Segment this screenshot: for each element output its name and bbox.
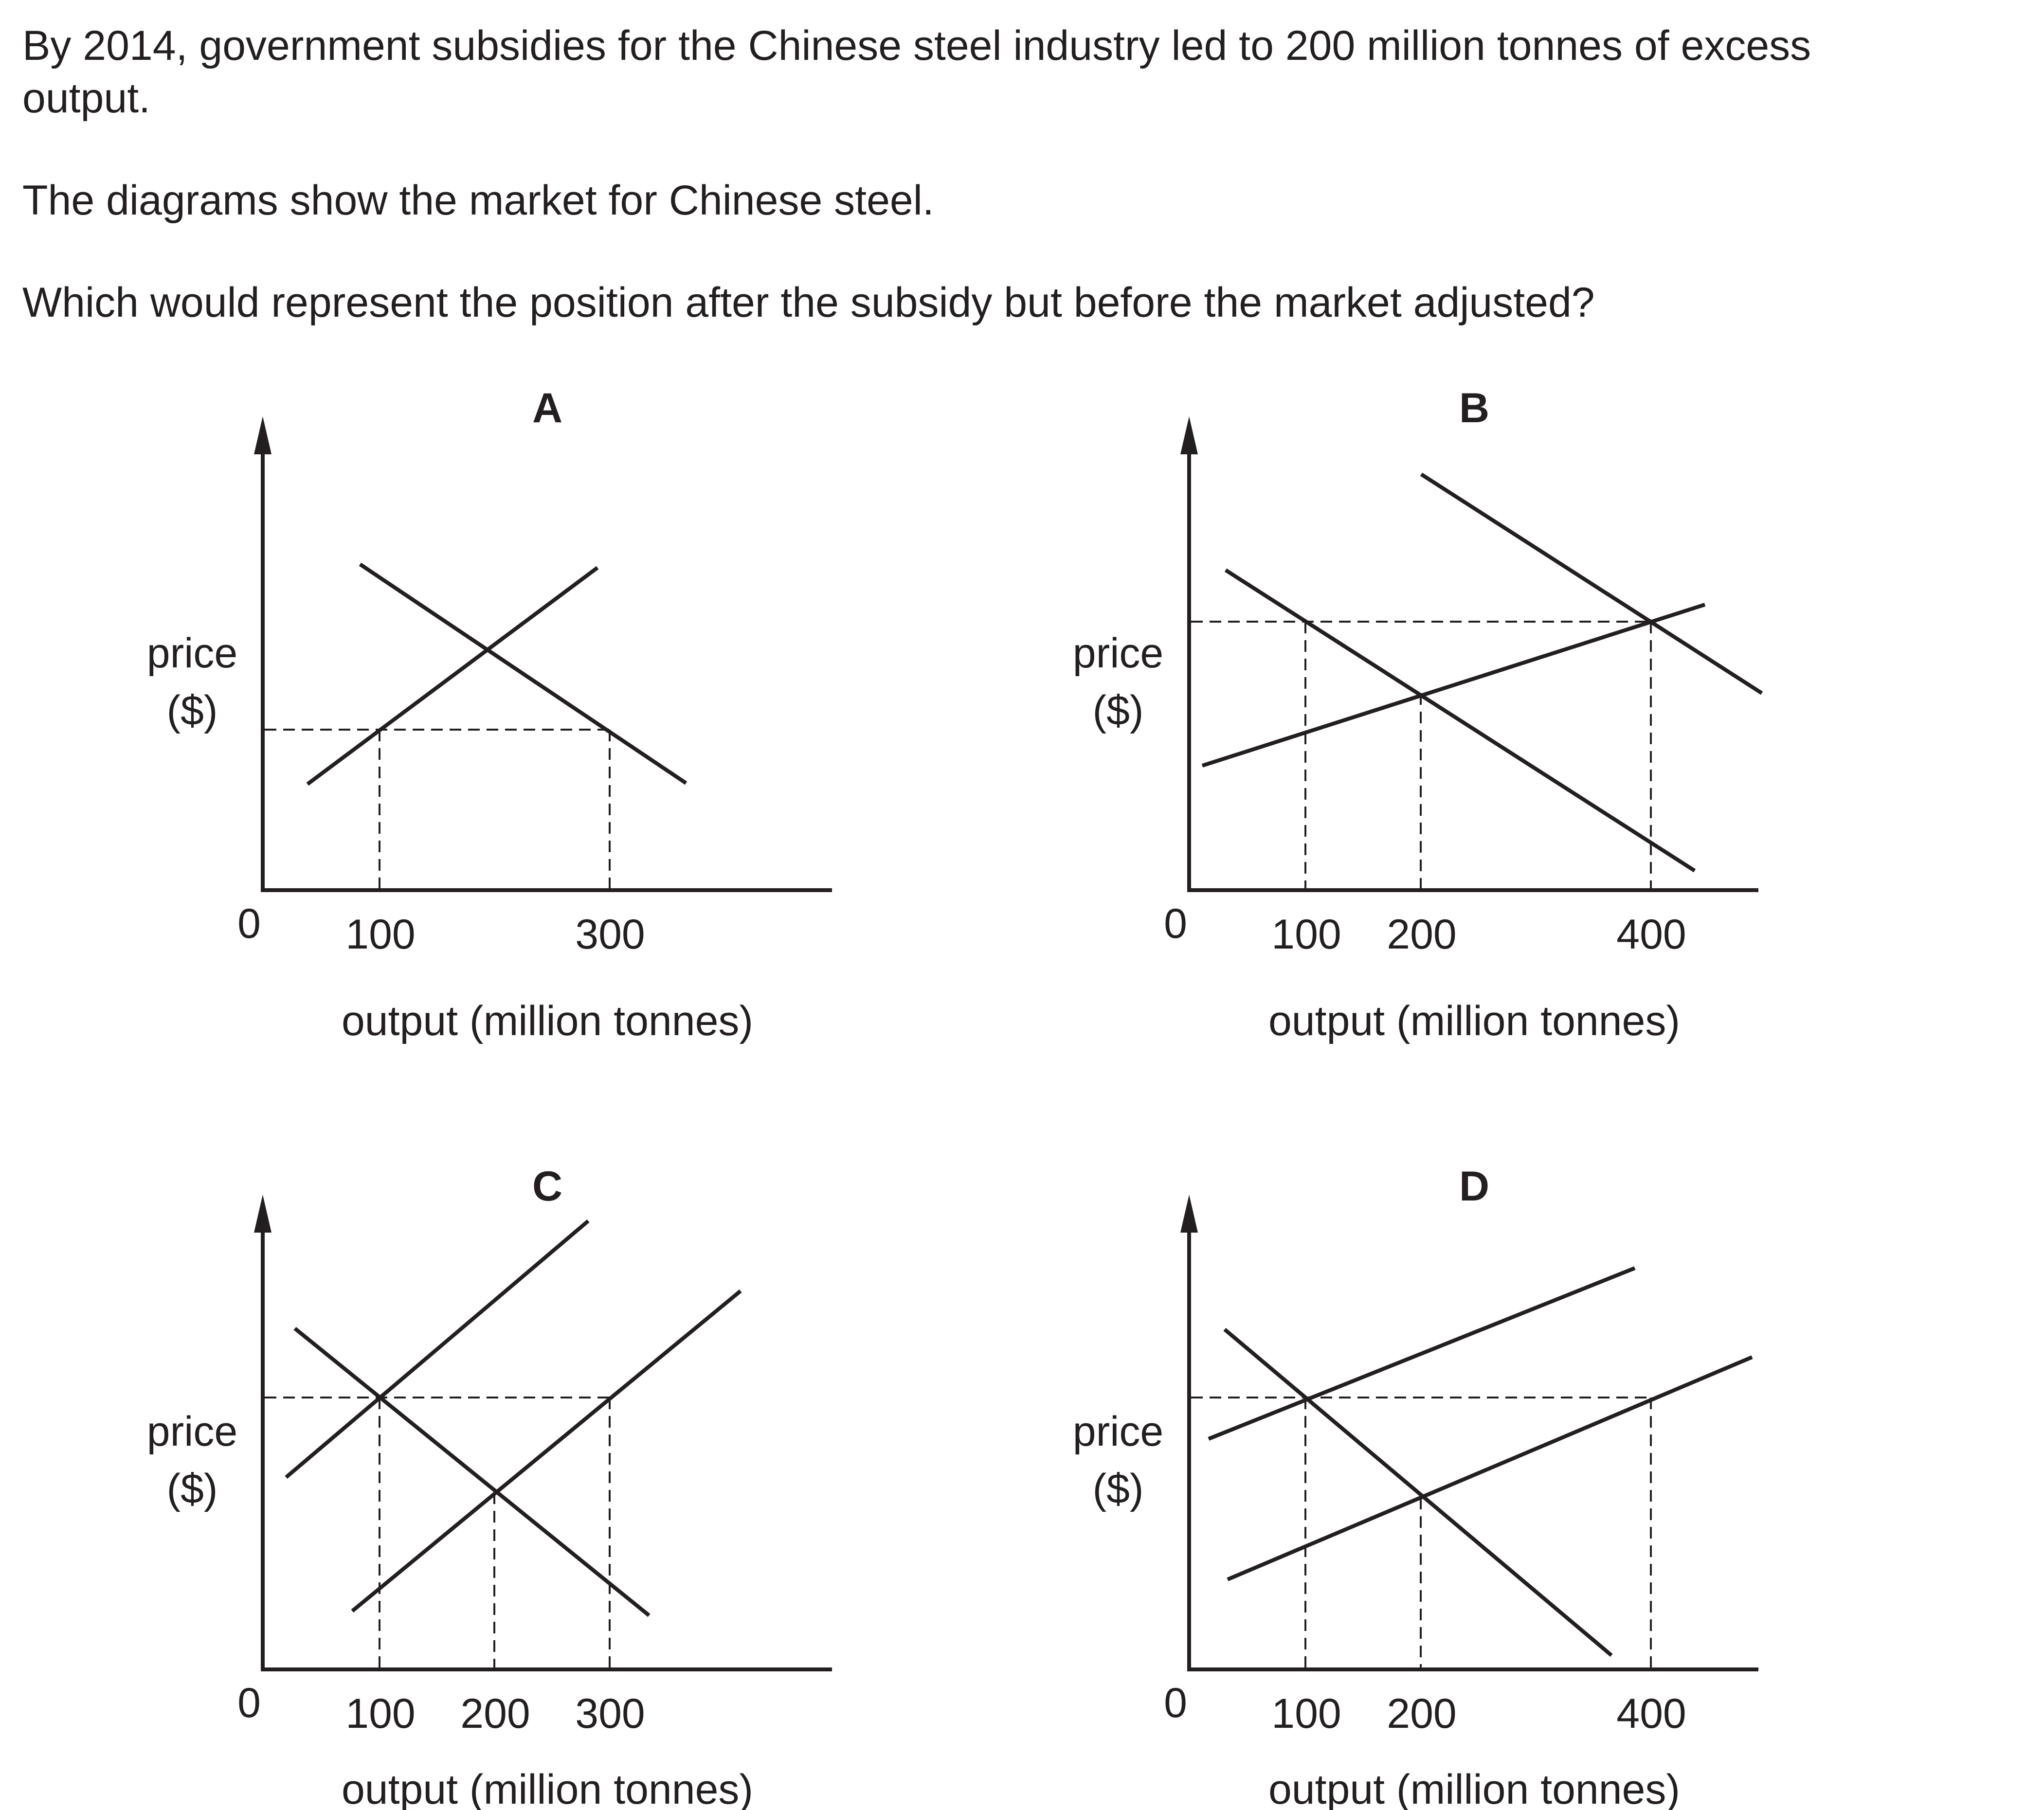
diagram-d-x-label: output (million tonnes)	[1268, 1766, 1680, 1810]
diagram-c-origin: 0	[237, 1680, 261, 1726]
diagram-b-y-label-unit: ($)	[1092, 687, 1143, 734]
diagram-c-y-axis-arrow	[254, 1195, 271, 1233]
diagram-d-tick-100: 100	[1271, 1690, 1341, 1737]
question-prompt: Which would represent the position after…	[22, 279, 1595, 326]
diagram-b-demand-curve-shifted	[1420, 472, 1763, 695]
diagram-d-y-label-price: price	[1073, 1408, 1163, 1455]
diagram-a-demand-curve	[359, 562, 687, 785]
diagram-d-y-axis-arrow	[1180, 1195, 1198, 1233]
diagram-d-tick-200: 200	[1387, 1690, 1457, 1737]
diagram-b-tick-100: 100	[1271, 911, 1341, 958]
diagram-c-demand-curve	[293, 1326, 651, 1617]
diagram-a: A price ($) 0 100 300 output (million to…	[147, 385, 832, 1044]
diagram-b-tick-200: 200	[1387, 911, 1457, 958]
diagram-c-y-label-price: price	[147, 1408, 237, 1455]
question-context: The diagrams show the market for Chinese…	[22, 177, 934, 224]
diagram-a-supply-curve	[306, 566, 599, 786]
diagram-d-origin: 0	[1164, 1680, 1187, 1726]
diagram-c-tick-100: 100	[345, 1690, 416, 1737]
diagram-b-x-label: output (million tonnes)	[1268, 998, 1680, 1044]
diagram-d-supply-curve-original	[1208, 1266, 1636, 1441]
question-intro: By 2014, government subsidies for the Ch…	[22, 19, 2008, 125]
diagram-d-y-label-unit: ($)	[1092, 1466, 1143, 1512]
diagram-b-y-axis-arrow	[1180, 416, 1198, 454]
diagram-c: C price ($) 0 100 200 300 output (millio…	[147, 1163, 832, 1810]
diagram-a-y-label-unit: ($)	[166, 687, 217, 734]
diagram-b-title: B	[1459, 385, 1489, 431]
diagram-c-supply-curve-original	[285, 1219, 590, 1479]
diagram-a-origin: 0	[237, 900, 261, 947]
diagram-d-tick-400: 400	[1616, 1690, 1686, 1737]
diagram-a-title: A	[532, 385, 562, 431]
diagram-b-y-label-price: price	[1073, 630, 1163, 677]
diagram-a-y-axis-arrow	[254, 416, 271, 454]
diagram-a-y-label-price: price	[147, 630, 237, 677]
diagram-c-supply-curve-shifted	[351, 1289, 742, 1613]
diagram-d-supply-curve-shifted	[1227, 1355, 1753, 1581]
diagram-a-x-label: output (million tonnes)	[342, 998, 753, 1044]
diagram-d-demand-curve	[1223, 1327, 1613, 1657]
diagram-a-tick-100: 100	[345, 911, 416, 958]
diagram-d: D price ($) 0 100 200 400 output (millio…	[1073, 1163, 1758, 1810]
diagram-b-tick-400: 400	[1616, 911, 1686, 958]
diagram-c-title: C	[532, 1163, 562, 1210]
diagram-b-origin: 0	[1164, 900, 1187, 947]
question-line-1-cont: output.	[22, 75, 150, 122]
diagram-c-tick-300: 300	[575, 1690, 645, 1737]
diagram-a-tick-300: 300	[575, 911, 645, 958]
diagram-d-title: D	[1459, 1163, 1489, 1210]
diagram-c-tick-200: 200	[460, 1690, 530, 1737]
diagram-b: B price ($) 0 100 200 400 output (millio…	[1073, 385, 1763, 1044]
diagram-b-demand-curve-original	[1224, 568, 1696, 873]
diagram-c-x-label: output (million tonnes)	[342, 1766, 753, 1810]
diagram-c-y-label-unit: ($)	[166, 1466, 217, 1512]
question-line-1: By 2014, government subsidies for the Ch…	[22, 22, 1811, 69]
diagram-b-supply-curve	[1201, 603, 1706, 768]
